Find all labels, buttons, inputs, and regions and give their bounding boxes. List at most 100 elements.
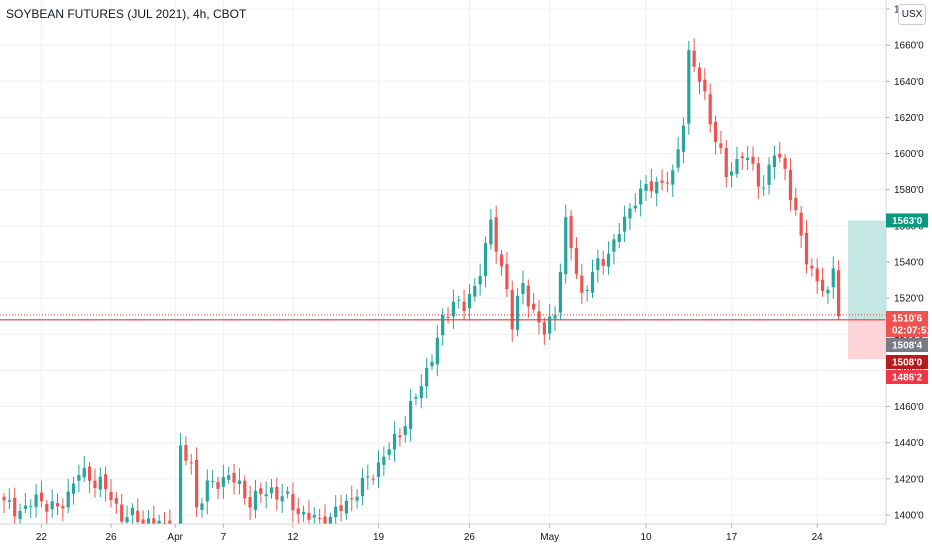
price-axis-background — [886, 0, 932, 550]
price-tag-label: 1486'2 — [892, 373, 923, 384]
candle — [104, 466, 108, 502]
price-tag: 1563'0 — [886, 213, 928, 228]
candle-body — [585, 290, 589, 292]
candle-body — [285, 491, 290, 494]
candle-body — [387, 449, 391, 456]
time-tick-label: 26 — [464, 532, 476, 543]
candle — [39, 480, 44, 508]
price-tick-label: 1600'0 — [894, 149, 924, 160]
candle — [628, 203, 632, 231]
candle-body — [788, 169, 793, 201]
candle — [494, 205, 498, 265]
candle-body — [564, 217, 568, 275]
currency-selector[interactable]: USX — [898, 4, 926, 25]
candle-body — [473, 285, 477, 297]
candle-body — [88, 466, 92, 481]
candle-body — [756, 163, 760, 187]
candle — [216, 476, 220, 499]
candle — [676, 136, 680, 173]
candle — [269, 479, 274, 499]
candle-body — [221, 477, 225, 487]
candle-body — [815, 268, 819, 282]
candle-body — [762, 187, 766, 189]
candle — [285, 486, 290, 499]
candle — [655, 176, 659, 207]
price-tag-background — [886, 323, 928, 337]
candle — [831, 256, 835, 299]
candle-body — [178, 445, 183, 532]
candle-body — [189, 462, 193, 464]
price-tag-background — [886, 370, 928, 384]
candle-body — [596, 258, 600, 271]
candle-body — [435, 337, 439, 365]
candle — [264, 481, 268, 509]
candle — [778, 141, 782, 163]
candle-body — [478, 276, 482, 285]
candle-body — [430, 361, 434, 367]
price-tags: 1563'0 1510'602:07:51 1508'4 1508'0 1486'2 — [886, 213, 932, 384]
candle-body — [216, 481, 220, 489]
candle-body — [735, 159, 739, 174]
candle-body — [392, 433, 397, 450]
candle-body — [617, 234, 621, 242]
candle — [633, 193, 637, 213]
candle — [788, 158, 793, 211]
candle — [93, 468, 97, 498]
candle-body — [639, 188, 643, 205]
candle — [740, 151, 744, 171]
candle — [50, 489, 54, 518]
candle-body — [34, 494, 38, 507]
price-tick-label: 1620'0 — [894, 113, 924, 124]
candle-body — [18, 510, 22, 520]
candle-body — [574, 247, 579, 275]
candle — [826, 286, 830, 305]
candle-body — [623, 216, 627, 232]
candle — [794, 187, 798, 216]
candle-body — [312, 515, 316, 518]
candle-body — [269, 487, 274, 494]
candle-body — [505, 264, 509, 290]
candle-body — [606, 253, 611, 267]
candle-body — [537, 311, 541, 323]
candle-body — [494, 217, 498, 252]
candle-body — [371, 478, 375, 480]
candle — [697, 62, 702, 95]
candle — [98, 467, 102, 497]
candle-body — [307, 512, 311, 520]
candle — [644, 175, 648, 201]
candle-body — [376, 462, 381, 477]
price-tag-label: 1508'0 — [892, 358, 923, 369]
candle-body — [644, 183, 648, 191]
candle-body — [462, 301, 466, 312]
candle — [601, 250, 605, 275]
time-tick-label: May — [540, 532, 559, 543]
candle — [762, 174, 766, 196]
candle-body — [141, 519, 145, 524]
time-tick-label: 7 — [221, 532, 227, 543]
price-tag: 1508'4 — [886, 338, 928, 352]
candle-body — [339, 505, 343, 512]
price-tick-label: 1420'0 — [894, 474, 924, 485]
candle — [590, 259, 595, 299]
candle — [820, 267, 825, 297]
candle — [724, 140, 728, 188]
price-tick-label: 1460'0 — [894, 402, 924, 413]
candle — [232, 464, 236, 495]
candle — [34, 484, 38, 518]
candle-body — [237, 480, 241, 484]
price-tick-label: 1640'0 — [894, 77, 924, 88]
grid — [0, 0, 886, 524]
candle — [13, 487, 17, 527]
candle-body — [778, 153, 782, 158]
candle — [23, 492, 27, 514]
candle-body — [831, 268, 835, 288]
candle — [441, 308, 445, 346]
candle-body — [676, 149, 680, 168]
candle-body — [398, 435, 402, 438]
candle — [419, 374, 423, 409]
time-axis-background — [0, 524, 932, 550]
candle-body — [837, 270, 841, 317]
candle — [398, 428, 402, 447]
candle-body — [243, 480, 247, 499]
